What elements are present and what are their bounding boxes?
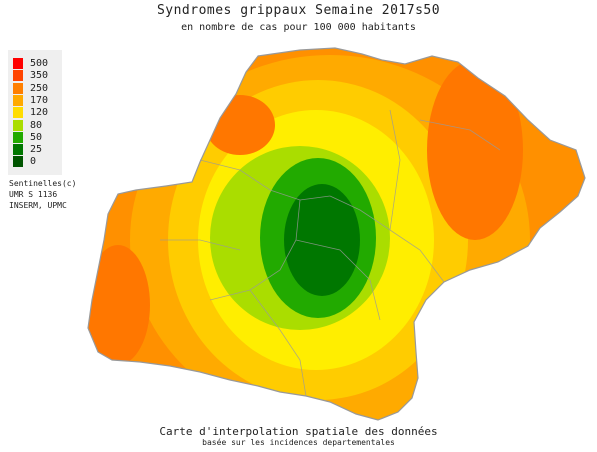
legend-label: 170 (30, 94, 49, 106)
legend-label: 50 (30, 131, 43, 143)
legend-swatch (13, 58, 23, 69)
caption: Carte d'interpolation spatiale des donné… (159, 425, 438, 438)
credit-line: UMR S 1136 (9, 190, 58, 199)
legend-label: 80 (30, 119, 43, 131)
credits: Sentinelles(c) UMR S 1136 INSERM, UPMC (9, 178, 76, 211)
legend-label: 500 (30, 58, 49, 69)
legend-item: 250 (13, 82, 61, 94)
legend-swatch (13, 107, 23, 119)
legend-swatch (13, 94, 23, 106)
legend-item: 170 (13, 94, 61, 106)
legend-item: 0 (13, 156, 61, 168)
legend-item: 350 (13, 70, 61, 82)
legend-label: 120 (30, 107, 49, 119)
legend-swatch (13, 144, 23, 156)
credit-line: INSERM, UPMC (9, 201, 67, 210)
legend-swatch (13, 156, 23, 168)
legend-label: 250 (30, 82, 49, 94)
legend-swatch (13, 82, 23, 94)
legend-item: 80 (13, 119, 61, 131)
credit-line: Sentinelles(c) (9, 179, 77, 188)
map-subtitle: en nombre de cas pour 100 000 habitants (181, 22, 416, 33)
legend-label: 350 (30, 70, 49, 82)
legend-label: 25 (30, 144, 43, 156)
legend-swatch (13, 119, 23, 131)
legend-item: 25 (13, 144, 61, 156)
legend-label: 0 (30, 156, 37, 168)
legend-item: 50 (13, 131, 61, 143)
caption-sub: basée sur les incidences departementales (202, 438, 395, 447)
legend: 500 350 250 170 120 80 50 25 0 (8, 50, 62, 175)
legend-item: 500 (13, 58, 61, 69)
legend-swatch (13, 70, 23, 82)
legend-item: 120 (13, 107, 61, 119)
legend-swatch (13, 131, 23, 143)
map-title: Syndromes grippaux Semaine 2017s50 (156, 3, 441, 18)
